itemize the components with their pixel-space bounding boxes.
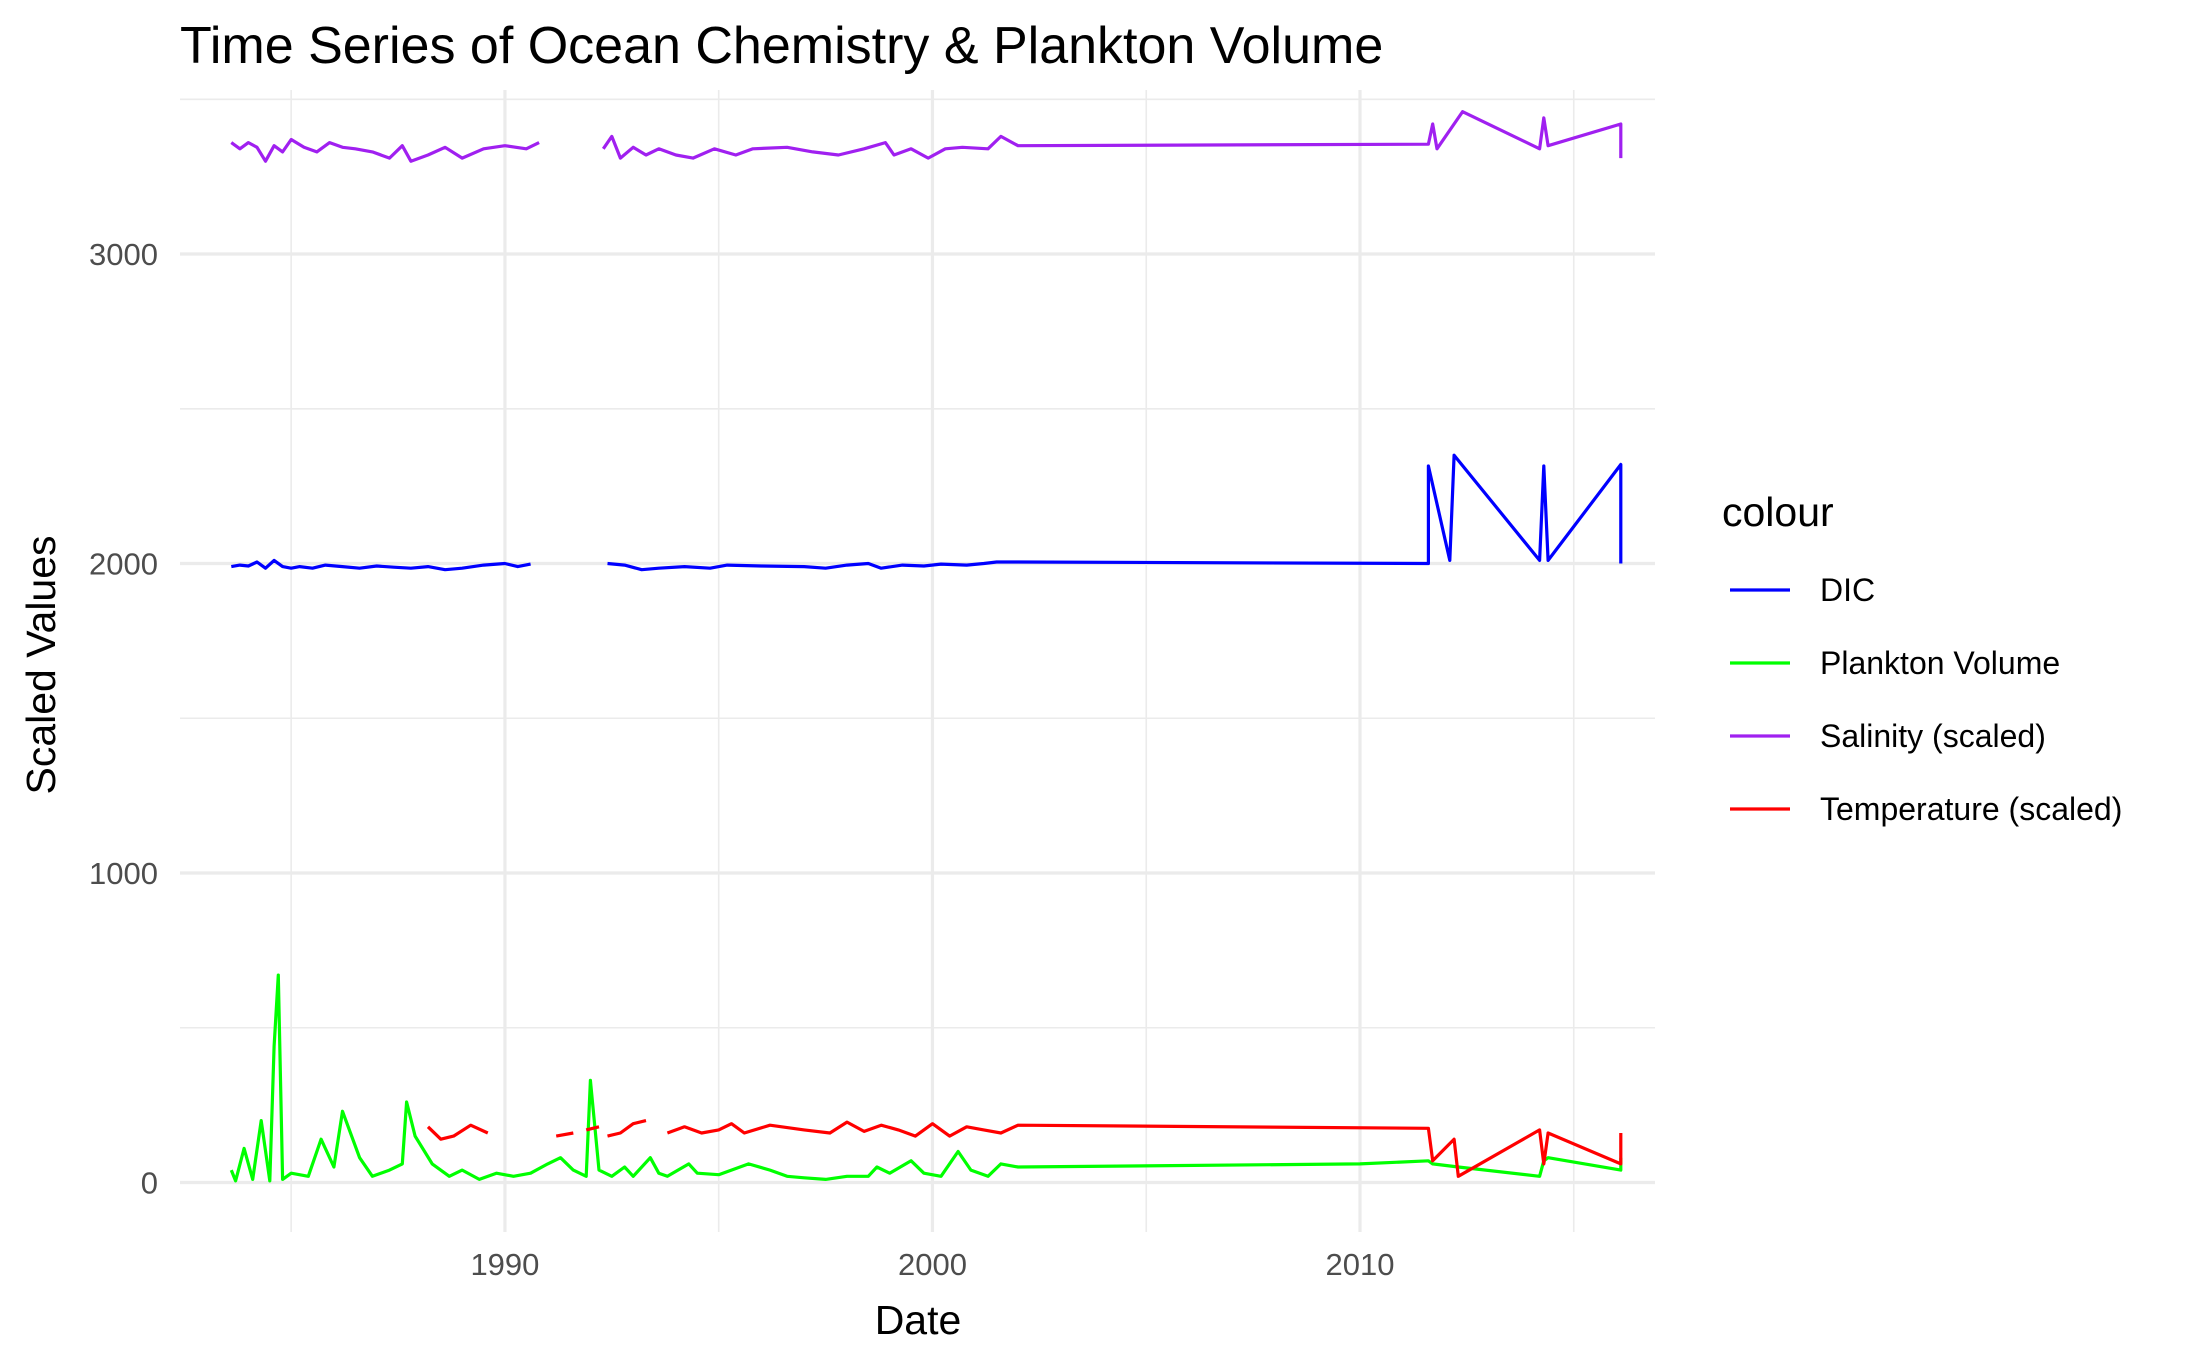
series-salinity-scaled bbox=[230, 110, 1623, 163]
series-line bbox=[607, 1119, 647, 1138]
series-line bbox=[230, 137, 540, 163]
x-tick-label: 1990 bbox=[470, 1247, 539, 1282]
legend-title: colour bbox=[1722, 489, 1834, 535]
series-line bbox=[231, 558, 531, 572]
x-tick-label: 2010 bbox=[1326, 1247, 1395, 1282]
chart-title: Time Series of Ocean Chemistry & Plankto… bbox=[180, 17, 1383, 75]
legend-label: DIC bbox=[1820, 572, 1875, 608]
y-tick-label: 1000 bbox=[89, 856, 158, 891]
legend-label: Plankton Volume bbox=[1820, 645, 2060, 681]
series-line bbox=[585, 1125, 600, 1132]
grid-layer bbox=[180, 90, 1655, 1232]
series-line bbox=[601, 110, 1623, 160]
series-plankton-volume bbox=[229, 973, 1623, 1183]
y-axis-ticks: 0 1000 2000 3000 bbox=[89, 237, 158, 1200]
series-line bbox=[229, 973, 1623, 1183]
x-axis-ticks: 1990 2000 2010 bbox=[470, 1247, 1394, 1282]
legend-label: Salinity (scaled) bbox=[1820, 718, 2046, 754]
series-line bbox=[426, 1123, 489, 1141]
series-line bbox=[607, 453, 1623, 572]
y-axis-title: Scaled Values bbox=[18, 535, 64, 794]
series-temperature-scaled bbox=[426, 1119, 1623, 1178]
y-tick-label: 3000 bbox=[89, 237, 158, 272]
legend-items: DIC Plankton Volume Salinity (scaled) Tempe… bbox=[1730, 572, 2122, 827]
legend-label: Temperature (scaled) bbox=[1820, 791, 2122, 827]
y-tick-label: 2000 bbox=[89, 547, 158, 582]
legend: colour DIC Plankton Volume Salinity (scale… bbox=[1722, 489, 2122, 827]
x-axis-title: Date bbox=[875, 1297, 962, 1343]
y-tick-label: 0 bbox=[141, 1165, 158, 1200]
series-dic bbox=[231, 453, 1623, 572]
series-line bbox=[555, 1131, 574, 1138]
x-tick-label: 2000 bbox=[898, 1247, 967, 1282]
series-layer bbox=[229, 110, 1623, 1183]
series-line bbox=[666, 1120, 1623, 1178]
